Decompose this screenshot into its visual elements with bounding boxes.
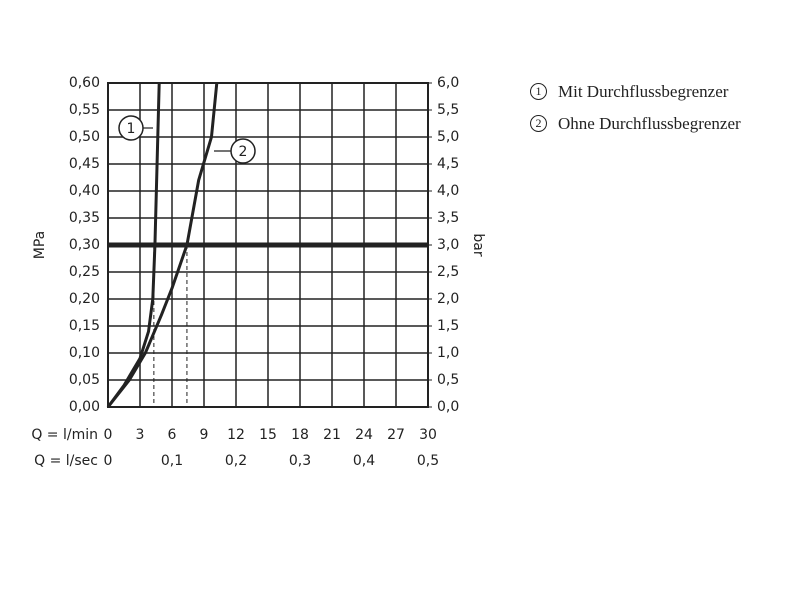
x-tick-label: 3 [136,427,145,443]
y-tick-label: 0,45 [69,156,100,172]
legend-label: Ohne Durchflussbegrenzer [558,114,741,133]
x-tick-label: 18 [291,427,309,443]
legend-label: Mit Durchflussbegrenzer [558,82,729,101]
y2-tick-label: 4,0 [437,183,459,199]
callout-label: 1 [127,121,136,137]
x2-tick-label: 0,1 [161,453,183,469]
y-tick-label: 0,25 [69,264,100,280]
y2-tick-label: 5,0 [437,129,459,145]
x-tick-label: 15 [259,427,277,443]
y2-tick-label: 2,5 [437,264,459,280]
y-tick-label: 0,20 [69,291,100,307]
y-tick-label: 0,00 [69,399,100,415]
x2-tick-label: 0,5 [417,453,439,469]
y-tick-label: 0,40 [69,183,100,199]
legend-marker: 1 [530,83,547,100]
series-line [106,82,219,408]
x-tick-label: 0 [104,427,113,443]
x-tick-label: 9 [200,427,209,443]
legend-item: 2 Ohne Durchflussbegrenzer [530,112,790,136]
x2-tick-label: 0,4 [353,453,375,469]
y2-tick-label: 2,0 [437,291,459,307]
x-tick-label: 27 [387,427,405,443]
y-tick-label: 0,05 [69,372,100,388]
x-tick-label: 24 [355,427,373,443]
series-line [106,82,161,408]
y2-tick-label: 0,5 [437,372,459,388]
y2-tick-label: 1,5 [437,318,459,334]
x-tick-label: 6 [168,427,177,443]
y-tick-label: 0,50 [69,129,100,145]
y2-tick-label: 6,0 [437,75,459,91]
x2-tick-label: 0,3 [289,453,311,469]
y2-tick-label: 3,0 [437,237,459,253]
y2-tick-label: 1,0 [437,345,459,361]
y-tick-label: 0,15 [69,318,100,334]
y2-tick-label: 0,0 [437,399,459,415]
y2-tick-label: 5,5 [437,102,459,118]
x2-tick-label: 0,2 [225,453,247,469]
legend: 1 Mit Durchflussbegrenzer 2 Ohne Durchfluss… [530,80,790,144]
x-axis-label: Q = l/min [31,427,98,443]
y-tick-label: 0,10 [69,345,100,361]
callout-label: 2 [239,144,248,160]
callout-circle [230,138,256,164]
y2-tick-label: 4,5 [437,156,459,172]
legend-marker: 2 [530,115,547,132]
legend-item: 1 Mit Durchflussbegrenzer [530,80,790,104]
y-axis-label: MPa [32,231,48,259]
y2-tick-label: 3,5 [437,210,459,226]
y-tick-label: 0,35 [69,210,100,226]
y-tick-label: 0,60 [69,75,100,91]
x2-tick-label: 0 [104,453,113,469]
x-tick-label: 30 [419,427,437,443]
y-tick-label: 0,55 [69,102,100,118]
y-tick-label: 0,30 [69,237,100,253]
callout-circle [118,115,144,141]
y2-axis-label: bar [470,233,486,256]
x2-axis-label: Q = l/sec [34,453,98,469]
x-tick-label: 12 [227,427,245,443]
x-tick-label: 21 [323,427,341,443]
